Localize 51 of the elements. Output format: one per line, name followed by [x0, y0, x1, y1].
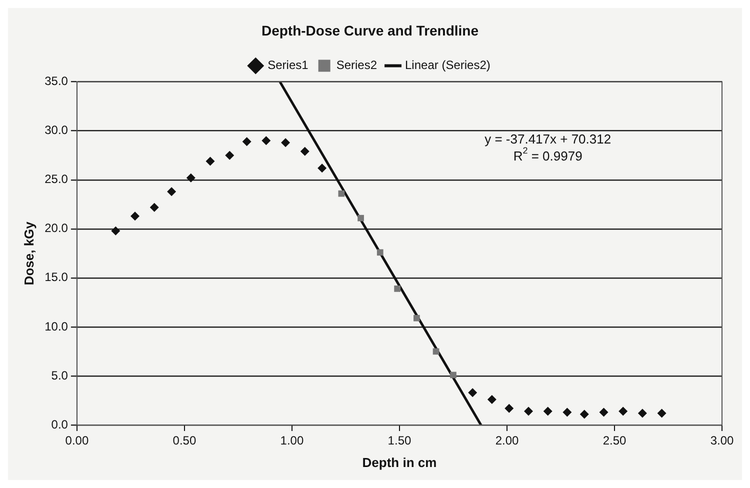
y-tick-label: 5.0	[51, 368, 68, 382]
point	[318, 164, 327, 173]
y-tick-label: 10.0	[44, 319, 68, 334]
point	[242, 137, 252, 146]
point	[130, 212, 140, 221]
point	[281, 138, 290, 148]
point	[638, 408, 647, 418]
y-tick-label: 35.0	[44, 74, 68, 88]
x-tick-label: 3.00	[710, 434, 734, 448]
point	[504, 404, 514, 413]
point	[394, 286, 401, 292]
x-tick-label: 0.50	[172, 434, 196, 448]
point	[599, 408, 608, 417]
point	[524, 406, 533, 416]
point	[580, 410, 589, 419]
point	[186, 173, 196, 182]
x-tick-label: 1.00	[280, 434, 304, 448]
point	[487, 395, 496, 404]
legend-label: Series2	[336, 58, 378, 72]
point	[450, 372, 456, 378]
point	[413, 314, 420, 322]
point	[468, 388, 478, 398]
y-tick-label: 25.0	[44, 172, 68, 186]
point	[562, 408, 572, 417]
y-tick-label: 0.0	[51, 417, 68, 432]
legend-label: Series1	[268, 58, 309, 72]
point	[618, 406, 628, 416]
x-tick-label: 2.00	[495, 434, 519, 448]
annotation: y = -37.417x + 70.312	[484, 131, 612, 146]
x-tick-label: 2.50	[602, 434, 626, 448]
y-tick-label: 20.0	[44, 221, 68, 236]
point	[225, 150, 234, 160]
x-axis-title: Depth in cm	[362, 454, 437, 470]
point	[543, 406, 552, 416]
point	[376, 249, 384, 256]
point	[338, 190, 345, 197]
point	[167, 187, 176, 196]
point	[657, 408, 666, 418]
y-tick-label: 15.0	[44, 270, 68, 284]
point	[262, 136, 271, 146]
chart-title: Depth-Dose Curve and Trendline	[261, 22, 479, 38]
point	[300, 146, 310, 156]
point	[150, 202, 159, 212]
point	[206, 156, 215, 166]
legend-label: Linear (Series2)	[405, 58, 490, 72]
point	[111, 226, 120, 236]
point	[358, 214, 364, 222]
y-axis-title: Dose, kGy	[21, 220, 36, 286]
x-tick-label: 0.00	[65, 434, 89, 448]
x-tick-label: 1.50	[388, 434, 412, 448]
y-tick-label: 30.0	[44, 123, 68, 138]
